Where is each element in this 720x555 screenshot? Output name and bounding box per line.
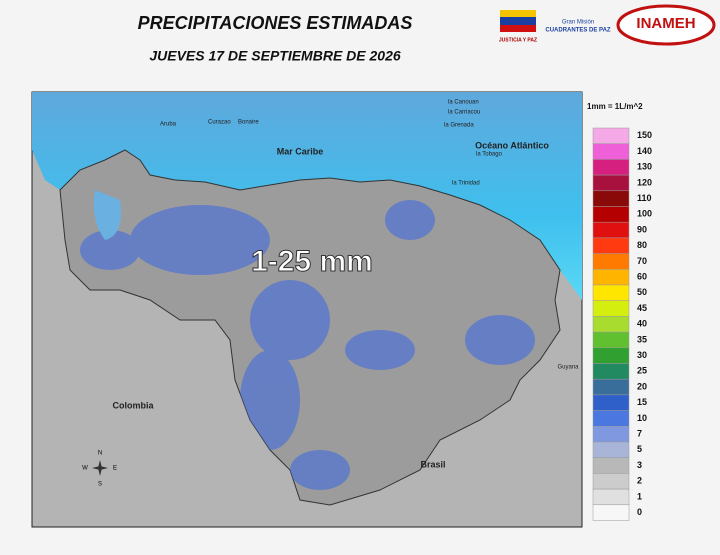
legend-label: 2	[637, 476, 642, 486]
legend-swatch	[592, 457, 630, 474]
legend-swatch	[592, 316, 630, 333]
legend-swatch	[592, 253, 630, 270]
legend-label: 7	[637, 429, 642, 439]
legend-label: 70	[637, 256, 647, 266]
legend-label: 0	[637, 507, 642, 517]
legend-swatch	[592, 127, 630, 144]
sea	[32, 92, 582, 300]
legend-label: 90	[637, 224, 647, 234]
legend-label: 80	[637, 240, 647, 250]
sea-label: Mar Caribe	[277, 146, 324, 156]
legend-swatch	[592, 190, 630, 207]
flag	[500, 17, 536, 25]
legend-swatch	[592, 488, 630, 506]
legend-swatch	[592, 206, 630, 223]
legend-swatch	[592, 473, 630, 490]
compass-s: S	[98, 482, 102, 488]
island-label: la Tobago	[476, 152, 503, 158]
range-label: 1-25 mm	[251, 245, 373, 278]
country-label: Guyana	[557, 365, 579, 371]
island-label: la Trinidad	[452, 181, 480, 187]
legend-swatch	[592, 410, 630, 427]
compass-e: E	[113, 466, 117, 472]
island-label: la Canouan	[448, 100, 479, 106]
logo-text: JUSTICIA Y PAZ	[499, 37, 537, 43]
logo	[616, 4, 716, 46]
title: PRECIPITACIONES ESTIMADAS	[138, 13, 413, 33]
legend-swatch	[592, 504, 630, 521]
legend-label: 1	[637, 491, 642, 501]
legend-swatch	[592, 143, 630, 160]
legend-swatch	[592, 221, 630, 239]
legend-label: 110	[637, 193, 652, 203]
legend-label: 3	[637, 460, 642, 470]
island-label: Curazao	[208, 120, 231, 126]
legend-swatch	[592, 441, 630, 458]
legend-label: 30	[637, 350, 647, 360]
rain-areas	[80, 200, 535, 490]
legend-label: 40	[637, 319, 647, 329]
legend-swatch	[592, 284, 630, 301]
island-label: Bonaire	[238, 120, 259, 126]
logo-text: Gran Misión	[562, 20, 594, 26]
legend-label: 10	[637, 413, 647, 423]
compass-n: N	[98, 451, 102, 457]
legend-label: 100	[637, 209, 652, 219]
island-label: Aruba	[160, 122, 177, 128]
legend-label: 150	[637, 130, 652, 140]
legend-swatch	[592, 394, 630, 411]
legend-label: 120	[637, 177, 652, 187]
legend-unit: 1mm = 1L/m^2	[587, 102, 643, 111]
legend-swatch	[592, 159, 630, 176]
lake	[93, 190, 121, 240]
compass-w: W	[82, 466, 88, 472]
legend-label: 130	[637, 162, 652, 172]
country-label: Colombia	[112, 400, 154, 410]
legend-label: 20	[637, 381, 647, 391]
legend-label: 25	[637, 366, 647, 376]
legend-label: 15	[637, 397, 647, 407]
legend-swatch	[592, 363, 630, 380]
legend-label: 60	[637, 272, 647, 282]
legend-swatch	[592, 331, 630, 349]
flag	[500, 25, 536, 32]
legend-label: 5	[637, 444, 642, 454]
legend-swatch	[592, 237, 630, 254]
legend-label: 45	[637, 303, 647, 313]
legend-swatch	[592, 378, 630, 396]
logo-text: CUADRANTES DE PAZ	[545, 28, 611, 34]
country-label: Brasil	[420, 459, 445, 469]
legend-label: 50	[637, 287, 647, 297]
subtitle: JUEVES 17 DE SEPTIEMBRE DE 2026	[149, 48, 401, 64]
island-label: la Grenada	[444, 123, 474, 129]
compass: N S E W	[82, 451, 117, 488]
island-label: la Carriacou	[448, 110, 480, 116]
legend-swatch	[592, 300, 630, 317]
legend: 1501401301201101009080706050454035302520…	[592, 127, 652, 521]
legend-swatch	[592, 347, 630, 364]
logo-text: INAMEH	[636, 15, 695, 32]
legend-label: 140	[637, 146, 652, 156]
legend-label: 35	[637, 334, 647, 344]
legend-swatch	[592, 426, 630, 443]
legend-swatch	[592, 174, 630, 192]
legend-swatch	[592, 269, 630, 286]
ocean-label: Océano Atlántico	[475, 140, 549, 150]
